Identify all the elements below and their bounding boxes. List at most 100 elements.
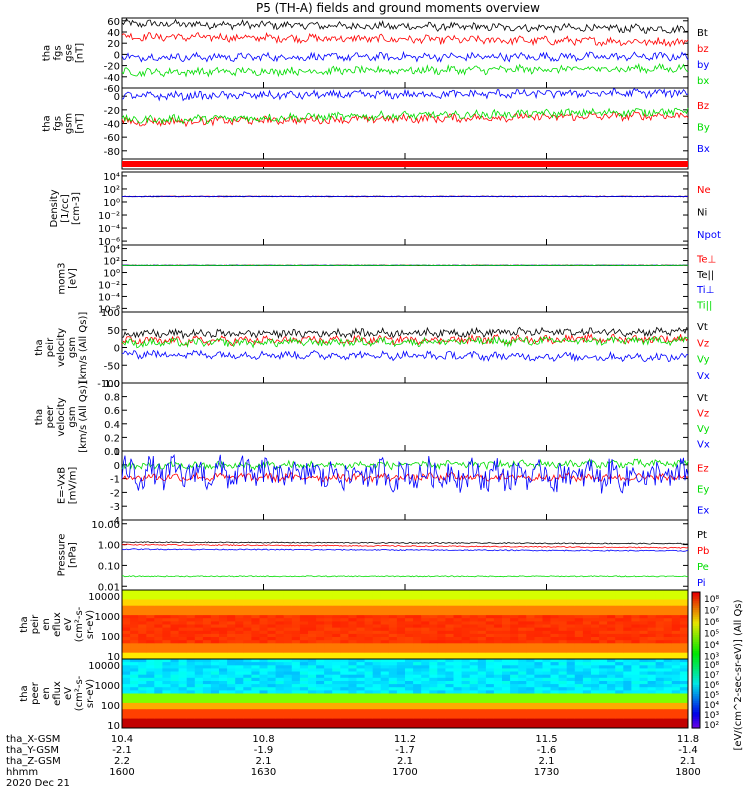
spectrogram-cell — [566, 724, 576, 729]
spectrogram-cell — [639, 618, 649, 622]
spectrogram-cell — [146, 649, 155, 654]
spectrogram-cell — [623, 637, 632, 641]
spectrogram-cell — [477, 618, 487, 622]
colorbar-step — [692, 614, 700, 618]
spectrogram-cell — [170, 684, 180, 688]
spectrogram-cell — [615, 621, 624, 625]
y-tick-label: 10000 — [88, 661, 120, 672]
spectrogram-cell — [146, 630, 155, 635]
spectrogram-cell — [170, 643, 180, 647]
spectrogram-cell — [146, 608, 155, 613]
spectrogram-cell — [259, 693, 269, 698]
spectrogram-cell — [510, 706, 519, 710]
spectrogram-cell — [453, 659, 463, 663]
spectrogram-cell — [582, 593, 592, 597]
spectrogram-cell — [316, 709, 325, 713]
spectrogram-cell — [364, 596, 374, 600]
spectrogram-cell — [663, 699, 673, 704]
spectrogram-cell — [526, 633, 535, 638]
spectrogram-cell — [380, 712, 390, 716]
spectrogram-cell — [219, 665, 228, 669]
spectrogram-cell — [291, 693, 301, 698]
spectrogram-cell — [154, 593, 163, 597]
spectrogram-cell — [679, 627, 689, 632]
spectrogram-cell — [194, 627, 204, 632]
spectrogram-cell — [574, 674, 584, 679]
spectrogram-cell — [405, 724, 414, 729]
spectrogram-cell — [591, 665, 600, 669]
spectrogram-cell — [154, 712, 163, 716]
spectrogram-cell — [615, 718, 624, 723]
spectrogram-cell — [493, 630, 503, 635]
spectrogram-cell — [510, 612, 519, 616]
spectrogram-cell — [526, 687, 535, 691]
spectrogram-cell — [130, 681, 139, 685]
spectrogram-cell — [356, 718, 366, 723]
spectrogram-cell — [210, 684, 220, 688]
spectrogram-cell — [582, 699, 592, 704]
spectrogram-cell — [526, 621, 535, 625]
spectrogram-cell — [275, 655, 285, 660]
spectrogram-cell — [194, 702, 204, 707]
y-axis-label: thapeirvelocitygsm[km/s (All Qs)] — [34, 312, 89, 384]
spectrogram-cell — [615, 681, 624, 685]
spectrogram-cell — [526, 662, 535, 666]
spectrogram-cell — [202, 674, 212, 679]
spectrogram-cell — [558, 662, 568, 666]
spectrogram-cell — [162, 702, 171, 707]
spectrogram-cell — [477, 724, 487, 729]
spectrogram-cell — [243, 655, 252, 660]
spectrogram-cell — [259, 674, 269, 679]
spectrogram-cell — [348, 671, 357, 676]
spectrogram-cell — [186, 599, 196, 603]
spectrogram-cell — [332, 659, 341, 663]
spectrogram-cell — [566, 671, 576, 676]
spectrogram-cell — [283, 662, 293, 666]
spectrogram-cell — [130, 665, 139, 669]
spectrogram-cell — [186, 649, 196, 654]
spectrogram-cell — [178, 715, 188, 720]
spectrogram-cell — [186, 643, 196, 647]
spectrogram-cell — [219, 677, 228, 682]
spectrogram-cell — [291, 668, 301, 672]
spectrogram-cell — [219, 702, 228, 707]
spectrogram-cell — [461, 662, 471, 666]
spectrogram-cell — [291, 633, 301, 638]
spectrogram-cell — [170, 633, 180, 638]
spectrogram-cell — [639, 671, 649, 676]
spectrogram-cell — [219, 655, 228, 660]
y-axis-label-line: peir — [30, 614, 41, 634]
spectrogram-cell — [283, 655, 293, 660]
spectrogram-cell — [348, 702, 357, 707]
spectrogram-cell — [518, 693, 527, 698]
spectrogram-cell — [283, 590, 293, 594]
spectrogram-cell — [485, 668, 495, 672]
spectrogram-cell — [308, 659, 317, 663]
spectrogram-cell — [380, 596, 390, 600]
spectrogram-cell — [671, 718, 681, 723]
spectrogram-cell — [631, 618, 640, 622]
spectrogram-cell — [437, 640, 446, 644]
spectrogram-cell — [202, 640, 212, 644]
spectrogram-cell — [518, 677, 527, 682]
spectrogram-cell — [623, 693, 632, 698]
spectrogram-cell — [364, 605, 374, 610]
spectrogram-cell — [493, 684, 503, 688]
y-axis-label-line: Density — [49, 189, 60, 227]
spectrogram-cell — [130, 593, 139, 597]
spectrogram-cell — [210, 690, 220, 694]
spectrogram-cell — [251, 643, 260, 647]
colorbar-step — [692, 655, 700, 659]
spectrogram-cell — [291, 640, 301, 644]
spectrogram-cell — [178, 596, 188, 600]
spectrogram-cell — [437, 599, 446, 603]
spectrogram-cell — [130, 655, 139, 660]
spectrogram-cell — [138, 655, 147, 660]
spectrogram-cell — [607, 659, 616, 663]
spectrogram-cell — [146, 724, 155, 729]
spectrogram-cell — [138, 724, 147, 729]
spectrogram-cell — [219, 646, 228, 651]
spectrogram-cell — [162, 621, 171, 625]
spectrogram-cell — [663, 690, 673, 694]
spectrogram-cell — [380, 615, 390, 619]
